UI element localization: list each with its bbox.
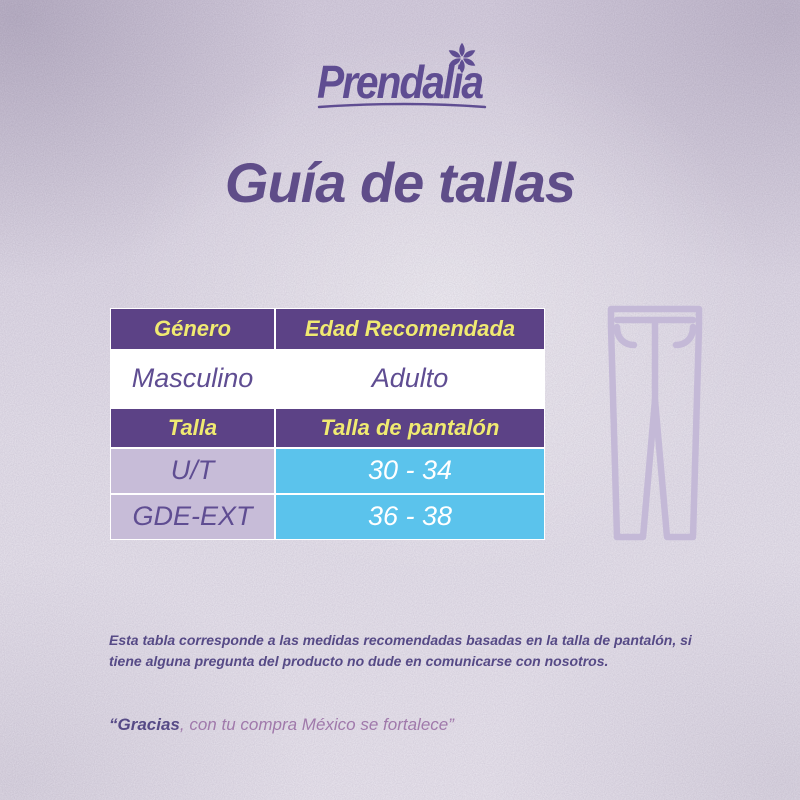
svg-text:Prendalia: Prendalia (317, 56, 484, 108)
